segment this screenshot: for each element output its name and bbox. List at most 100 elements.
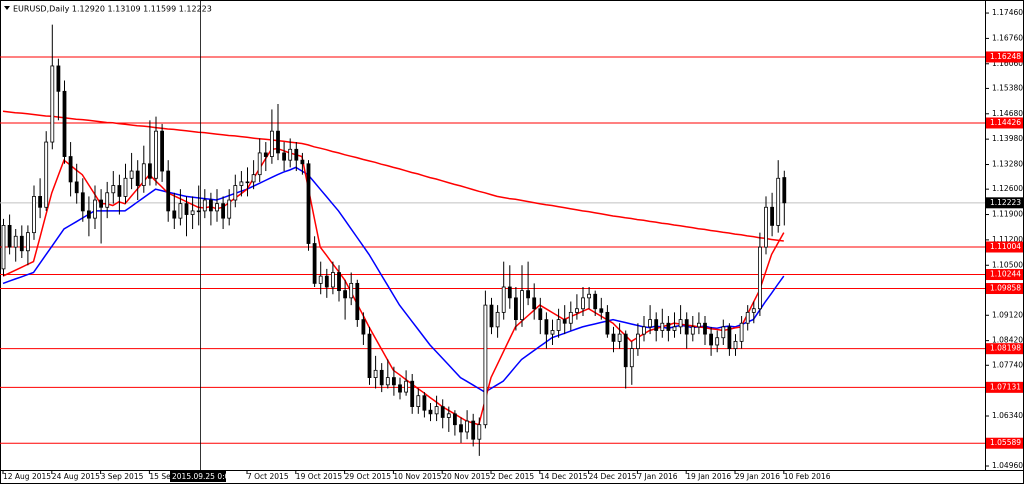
candle-body [654, 319, 659, 331]
moving-average [2, 166, 785, 393]
candle-body [593, 293, 598, 310]
candle-body [678, 319, 683, 328]
candle-body [208, 199, 213, 212]
x-tick-label: 7 Oct 2015 [247, 472, 289, 481]
crosshair-label: 2015.09.25 0:00 [172, 472, 234, 481]
y-tick-label: 1.08420 [992, 336, 1023, 345]
chart-title: EURUSD,Daily 1.12920 1.13109 1.11599 1.1… [13, 5, 212, 14]
candle-body [276, 130, 280, 154]
candle-body [483, 304, 488, 426]
candle-body [190, 210, 195, 215]
y-tick-label: 1.15380 [992, 83, 1023, 92]
candle-body [99, 199, 103, 208]
level-label: 1.05589 [990, 438, 1021, 447]
candle-body [666, 322, 671, 331]
candle-body [642, 326, 646, 335]
level-label-box [986, 269, 1023, 281]
candle-body [605, 311, 610, 335]
candle-body [489, 304, 494, 328]
candle-body [44, 141, 49, 208]
level-label-box [986, 241, 1023, 253]
y-tick-label: 1.06340 [992, 411, 1023, 420]
candle-body [25, 232, 30, 252]
candle-body [373, 369, 378, 378]
candle-body [471, 420, 476, 440]
candle-body [80, 192, 85, 212]
candle-body [343, 290, 348, 299]
candle-body [257, 152, 262, 176]
candle-body [709, 333, 713, 346]
candle-body [770, 206, 774, 226]
candle-body [544, 319, 549, 335]
candle-body [215, 203, 219, 212]
level-label: 1.16248 [990, 52, 1021, 61]
candle-body [251, 174, 256, 183]
candle-body [550, 330, 555, 335]
candle-body [599, 308, 604, 313]
candle-body [312, 243, 317, 284]
candle-body [324, 275, 329, 288]
candle-body [123, 177, 128, 197]
candle-body [135, 170, 140, 186]
candle-body [172, 210, 177, 219]
candle-body [434, 406, 439, 415]
y-tick-label: 1.17460 [992, 8, 1023, 17]
candle-body [1, 224, 6, 270]
candle-body [269, 130, 274, 157]
candle-body [111, 185, 116, 194]
x-tick-label: 3 Sep 2015 [101, 472, 144, 481]
candle-body [385, 377, 390, 386]
candle-body [300, 159, 305, 165]
candle-body [617, 333, 622, 342]
candle-body [68, 156, 73, 183]
x-tick-label: 10 Feb 2016 [784, 472, 831, 481]
y-tick-label: 1.04960 [992, 461, 1023, 470]
candle-body [355, 282, 360, 321]
y-tick-label: 1.13280 [992, 160, 1023, 169]
candle-body [13, 235, 18, 248]
x-tick-label: 20 Nov 2015 [442, 472, 490, 481]
candle-body [623, 333, 628, 368]
menu-arrow[interactable] [4, 6, 10, 10]
candle-body [776, 177, 781, 226]
candle-body [87, 210, 91, 219]
candle-body [239, 181, 244, 186]
x-tick-label: 10 Nov 2015 [393, 472, 441, 481]
candle-body [715, 337, 720, 346]
candle-body [611, 333, 616, 342]
bid-label: 1.12223 [990, 198, 1021, 207]
candle-body [721, 326, 726, 339]
candle-body [160, 130, 165, 172]
candle-body [764, 206, 768, 248]
level-label: 1.10244 [990, 270, 1021, 279]
x-tick-label: 24 Dec 2015 [589, 472, 637, 481]
candle-body [727, 326, 732, 350]
candle-body [556, 319, 561, 331]
candle-body [141, 163, 146, 186]
x-tick-label: 19 Oct 2015 [296, 472, 343, 481]
y-tick-label: 1.13980 [992, 134, 1023, 143]
candle-body [93, 199, 97, 219]
candle-body [318, 275, 323, 284]
candle-body [154, 130, 158, 179]
candle-body [459, 424, 463, 433]
candle-body [349, 282, 354, 299]
candle-body [398, 384, 402, 393]
candle-body [745, 311, 750, 324]
candle-body [367, 333, 372, 378]
candle-body [690, 326, 695, 335]
candle-body [404, 380, 409, 393]
candle-body [361, 319, 366, 335]
candle-body [129, 170, 134, 179]
candle-body [575, 308, 579, 313]
level-label-box [986, 381, 1023, 393]
candle-body [514, 297, 518, 321]
candle-body [495, 311, 500, 328]
x-tick-label: 29 Oct 2015 [345, 472, 392, 481]
candle-body [330, 272, 335, 288]
candle-body [758, 246, 762, 310]
x-tick-label: 12 Aug 2015 [3, 472, 51, 481]
x-tick-label: 14 Dec 2015 [540, 472, 588, 481]
candle-body [733, 340, 738, 350]
moving-average [2, 110, 784, 242]
